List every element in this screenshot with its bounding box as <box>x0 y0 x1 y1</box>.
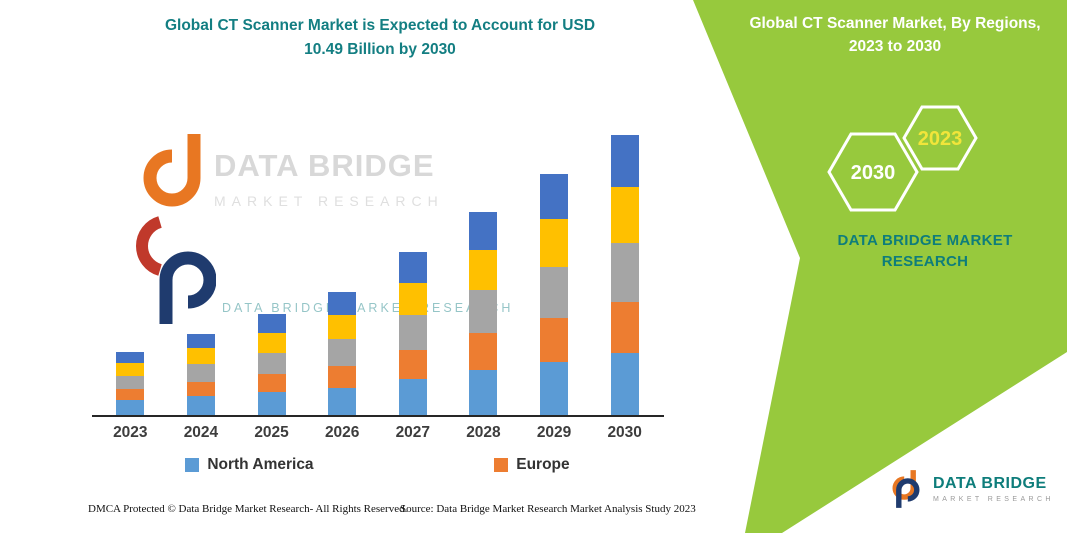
bar-stack <box>257 313 286 415</box>
right-panel-title: Global CT Scanner Market, By Regions, 20… <box>749 15 1041 56</box>
bar-stack <box>186 333 215 415</box>
x-axis-labels: 2023 2024 2025 2026 2027 2028 2029 2030 <box>95 424 660 442</box>
watermark-logo-icon <box>136 134 216 324</box>
footer-logo-text: DATA BRIDGE MARKET RESEARCH <box>933 475 1054 503</box>
bar-stack <box>398 252 427 415</box>
bar-segment-series-3 <box>610 243 639 302</box>
bar-segment-north-america <box>469 369 498 415</box>
footer-logo: DATA BRIDGE MARKET RESEARCH <box>888 466 1054 512</box>
bar-segment-series-5 <box>540 173 569 219</box>
bar-segment-north-america <box>540 361 569 415</box>
bar-column-2029 <box>519 130 590 415</box>
chart-title: Global CT Scanner Market is Expected to … <box>164 17 596 59</box>
right-panel-brand: DATA BRIDGE MARKET RESEARCH <box>837 232 1013 270</box>
bar-segment-series-5 <box>610 135 639 188</box>
bar-segment-series-4 <box>398 282 427 315</box>
bar-segment-series-4 <box>186 348 215 365</box>
bar-stack <box>469 212 498 415</box>
footer-source-text: Source: Data Bridge Market Research Mark… <box>400 503 696 515</box>
bar-column-2030 <box>589 130 660 415</box>
hexagon-2030-icon <box>827 132 919 212</box>
bar-segment-europe <box>398 349 427 379</box>
data-bridge-logo-icon <box>892 470 920 508</box>
legend-swatch <box>185 458 200 472</box>
bar-column-2025 <box>236 130 307 415</box>
hexagon-2023-icon <box>902 105 978 171</box>
bar-segment-north-america <box>328 387 357 415</box>
footer-logo-brand: DATA BRIDGE <box>933 475 1047 492</box>
bar-segment-series-3 <box>398 314 427 350</box>
bar-segment-europe <box>257 374 286 393</box>
bar-segment-series-3 <box>257 352 286 375</box>
bar-segment-north-america <box>186 396 215 415</box>
footer-logo-sub: MARKET RESEARCH <box>933 496 1054 503</box>
bar-segment-series-3 <box>469 290 498 333</box>
bar-segment-series-4 <box>257 332 286 353</box>
bar-segment-europe <box>540 317 569 362</box>
bar-segment-europe <box>469 332 498 370</box>
bar-segment-europe <box>186 381 215 397</box>
bar-segment-series-4 <box>540 218 569 267</box>
bar-segment-series-4 <box>610 187 639 244</box>
bar-segment-series-4 <box>469 249 498 291</box>
bar-segment-north-america <box>257 392 286 415</box>
footer-dmca-text: DMCA Protected © Data Bridge Market Rese… <box>88 503 408 515</box>
bar-segment-series-3 <box>328 339 357 366</box>
bar-segment-series-3 <box>540 266 569 318</box>
x-axis-label-2026: 2026 <box>324 424 360 441</box>
bar-segment-series-5 <box>116 352 145 364</box>
bar-column-2027 <box>378 130 449 415</box>
bar-segment-series-5 <box>328 292 357 315</box>
bar-column-2024 <box>166 130 237 415</box>
x-axis-label-2028: 2028 <box>466 424 501 441</box>
watermark-sub: MARKET RESEARCH <box>214 193 444 209</box>
x-axis-line <box>92 415 664 417</box>
bar-segment-north-america <box>610 353 639 415</box>
hexagon-2030-label: 2030 <box>851 162 896 184</box>
bar-segment-series-3 <box>116 375 145 390</box>
hexagon-2023-label: 2023 <box>918 128 963 150</box>
legend-swatch <box>494 458 509 472</box>
bar-segment-series-5 <box>186 333 215 349</box>
x-axis-label-2024: 2024 <box>183 424 219 441</box>
watermark-text: DATA BRIDGE MARKET RESEARCH <box>214 148 444 209</box>
bar-segment-series-5 <box>257 313 286 333</box>
bar-segment-north-america <box>116 400 145 415</box>
bar-stack <box>540 173 569 415</box>
bar-segment-series-5 <box>398 252 427 283</box>
bar-column-2028 <box>448 130 519 415</box>
x-axis-label-2023: 2023 <box>113 424 148 441</box>
bar-segment-series-4 <box>328 314 357 340</box>
year-hexagons: 2030 2023 <box>827 105 978 212</box>
bar-segment-series-5 <box>469 212 498 250</box>
watermark-tagline: DATA BRIDGE MARKET RESEARCH <box>222 301 514 315</box>
x-axis-label-2027: 2027 <box>395 424 431 441</box>
bar-segment-series-3 <box>186 364 215 382</box>
chart-legend: North America Europe <box>95 456 660 474</box>
bar-segment-north-america <box>398 379 427 415</box>
x-axis-label-2030: 2030 <box>607 424 642 441</box>
bar-column-2023 <box>95 130 166 415</box>
bar-segment-series-4 <box>116 363 145 376</box>
bar-segment-europe <box>610 301 639 354</box>
legend-item-north-america: North America <box>185 456 314 474</box>
bar-chart <box>95 130 660 415</box>
legend-item-europe: Europe <box>494 456 570 474</box>
bar-stack <box>610 135 639 415</box>
bar-column-2026 <box>307 130 378 415</box>
x-axis-label-2029: 2029 <box>536 424 572 441</box>
bar-segment-europe <box>116 389 145 401</box>
legend-label: North America <box>207 456 314 473</box>
bar-stack <box>328 292 357 415</box>
x-axis-label-2025: 2025 <box>254 424 289 441</box>
bar-stack <box>116 352 145 415</box>
bar-segment-europe <box>328 365 357 388</box>
watermark-brand: DATA BRIDGE <box>214 148 435 183</box>
legend-label: Europe <box>516 456 570 473</box>
